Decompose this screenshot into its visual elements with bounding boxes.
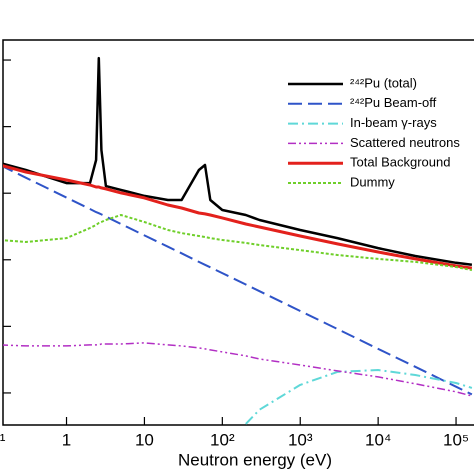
series-line xyxy=(3,56,473,267)
series-line xyxy=(3,165,473,396)
legend-label: Scattered neutrons xyxy=(350,135,460,150)
legend-label: In-beam γ-rays xyxy=(350,115,437,130)
legend-label: Total Background xyxy=(350,155,450,170)
x-tick-label: 1 xyxy=(62,430,71,449)
series-line xyxy=(3,342,473,397)
legend-label: ²⁴²Pu Beam-off xyxy=(350,95,437,110)
x-tick-label: 10³ xyxy=(288,430,313,449)
series-line xyxy=(3,164,473,270)
plot-area xyxy=(3,56,473,425)
x-tick-label: 10² xyxy=(210,430,235,449)
x-axis-label: Neutron energy (eV) xyxy=(178,450,332,469)
x-tick-label: 10⁵ xyxy=(443,430,469,449)
series-line xyxy=(3,214,473,272)
plot-frame xyxy=(2,39,474,426)
x-tick-label: 10⁴ xyxy=(365,430,391,449)
x-tick-label: 10 xyxy=(135,430,154,449)
x-tick-label: 10⁻¹ xyxy=(0,430,6,449)
legend-label: ²⁴²Pu (total) xyxy=(350,75,417,90)
legend-label: Dummy xyxy=(350,174,395,189)
series-line xyxy=(245,369,473,425)
